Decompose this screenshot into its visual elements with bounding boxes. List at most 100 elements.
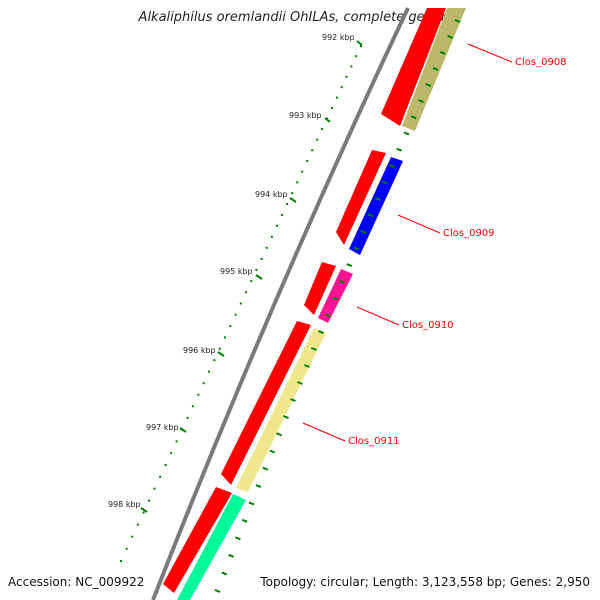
scale-dot — [345, 75, 348, 78]
outer-tick — [447, 34, 454, 39]
scale-dot — [245, 291, 247, 294]
scale-dot — [213, 359, 216, 362]
major-tick-992 — [356, 40, 363, 46]
scale-dot — [136, 523, 139, 526]
outer-tick — [403, 131, 410, 136]
gene-leader-lines — [302, 43, 513, 442]
gene-label-clos-0908[interactable]: Clos_0908 — [515, 57, 567, 68]
scale-dot — [234, 313, 237, 316]
tick-label-997: 997 kbp — [146, 423, 179, 432]
major-tick-998 — [140, 507, 148, 513]
scale-dot — [202, 382, 205, 385]
outer-tick — [311, 347, 317, 351]
scale-dot — [331, 107, 333, 110]
scale-dot — [197, 393, 200, 396]
outer-tick — [276, 432, 282, 437]
scale-dot — [286, 203, 289, 205]
outer-tick — [262, 466, 269, 471]
scale-dot — [153, 487, 156, 490]
genome-backbone — [151, 7, 410, 600]
major-tick-993 — [324, 117, 331, 123]
scale-dot — [239, 302, 242, 305]
outer-tick — [410, 115, 417, 120]
outer-tick — [418, 99, 424, 104]
map-title: Alkaliphilus oremlandii OhILAs, complete… — [138, 10, 462, 25]
scale-dot — [250, 280, 253, 283]
tick-label-995: 995 kbp — [220, 267, 253, 276]
scale-dot — [335, 96, 338, 99]
red-gene-1 — [381, 8, 446, 126]
outer-tick — [396, 147, 403, 152]
outer-tick — [214, 589, 221, 593]
scale-dots — [120, 45, 362, 562]
leader-clos-0911 — [302, 422, 346, 442]
outer-tick — [269, 449, 276, 454]
scale-dot — [270, 235, 273, 238]
scale-dot — [120, 560, 122, 562]
scale-dot — [131, 535, 134, 538]
red-gene-4 — [221, 321, 311, 485]
red-gene-5 — [163, 487, 232, 593]
outer-tick — [235, 536, 241, 541]
scale-major-ticks — [140, 40, 363, 513]
outer-tick — [241, 518, 248, 523]
scale-dot — [281, 213, 284, 216]
outer-tick — [304, 364, 310, 368]
outer-tick — [332, 296, 338, 301]
gene-label-clos-0911[interactable]: Clos_0911 — [348, 436, 400, 447]
scale-dot — [355, 55, 358, 58]
scale-dot — [148, 499, 150, 502]
scale-dot — [265, 246, 268, 249]
outer-tick-marks — [214, 19, 461, 593]
scale-dot — [175, 440, 178, 443]
scale-dot — [125, 547, 128, 550]
outer-tick — [297, 381, 303, 385]
outer-tick — [283, 415, 289, 420]
genome-summary-text: Topology: circular; Length: 3,123,558 bp… — [260, 575, 590, 589]
forward-strand-genes — [163, 8, 446, 593]
gene-block-green — [177, 494, 246, 600]
outer-tick — [339, 279, 345, 284]
scale-dot — [170, 452, 173, 455]
major-tick-997 — [179, 427, 187, 433]
gene-block-clos-0911 — [236, 328, 326, 492]
gene-label-clos-0910[interactable]: Clos_0910 — [402, 320, 454, 331]
red-gene-2 — [336, 150, 386, 245]
scale-dot — [164, 464, 167, 466]
leader-clos-0908 — [467, 43, 513, 63]
scale-dot — [296, 181, 299, 184]
outer-tick — [367, 213, 374, 218]
outer-tick — [353, 246, 360, 251]
scale-dot — [208, 370, 210, 373]
scale-dot — [350, 65, 353, 68]
outer-tick — [439, 50, 446, 55]
outer-tick — [221, 571, 228, 576]
major-tick-994 — [289, 197, 297, 203]
tick-label-994: 994 kbp — [255, 190, 288, 199]
outer-tick — [432, 66, 439, 71]
scale-dot — [316, 138, 319, 141]
tick-label-998: 998 kbp — [108, 500, 141, 509]
outer-tick — [255, 484, 262, 489]
outer-tick — [381, 180, 388, 185]
outer-tick — [425, 82, 432, 87]
scale-dot — [311, 149, 314, 152]
tick-label-993: 993 kbp — [289, 111, 322, 120]
leader-clos-0909 — [397, 214, 441, 234]
scale-dot — [360, 45, 362, 47]
scale-dot — [321, 128, 324, 131]
scale-dot — [191, 405, 194, 408]
gene-block-clos-0908 — [402, 8, 466, 131]
scale-dot — [276, 224, 278, 227]
scale-dot — [291, 192, 294, 195]
red-gene-3 — [304, 262, 336, 315]
tick-label-996: 996 kbp — [183, 346, 216, 355]
scale-dot — [306, 160, 309, 162]
outer-tick — [325, 313, 331, 318]
gene-label-clos-0909[interactable]: Clos_0909 — [443, 228, 495, 239]
outer-tick — [454, 19, 461, 23]
scale-dot — [224, 336, 226, 339]
scale-dot — [186, 417, 189, 419]
outer-tick — [360, 229, 367, 234]
scale-dot — [301, 170, 304, 173]
